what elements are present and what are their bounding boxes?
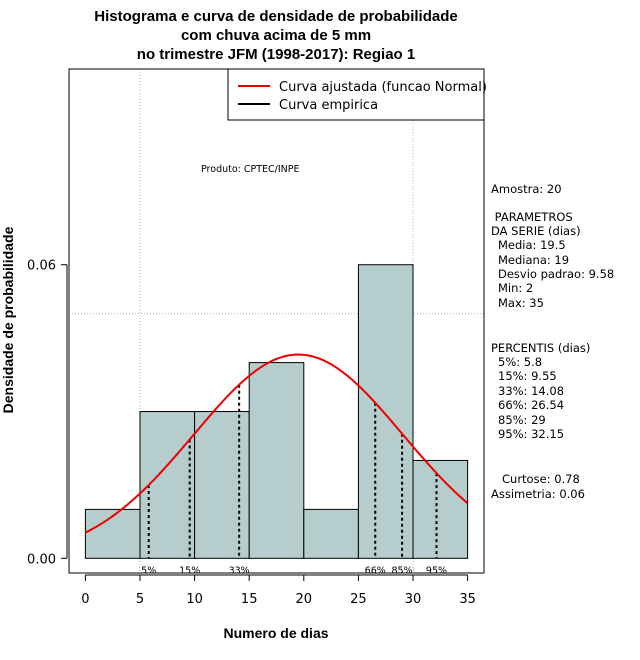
legend: Curva ajustada (funcao Normal) Curva emp… xyxy=(227,68,487,121)
x-tick-label: 30 xyxy=(405,592,422,607)
x-axis-label: Numero de dias xyxy=(223,625,328,641)
x-tick-label: 5 xyxy=(136,592,144,607)
percentile-lines xyxy=(147,384,438,559)
percentis-title: PERCENTIS (dias) xyxy=(491,341,590,355)
histogram-bar xyxy=(357,264,414,559)
statistics-panel: Amostra: 20 PARAMETROS DA SERIE (dias) M… xyxy=(491,182,614,501)
params-title-2: DA SERIE (dias) xyxy=(491,224,581,238)
histogram-bar xyxy=(84,508,141,559)
percentile-labels: 5% 15% 33% 66% 85% 95% xyxy=(141,565,447,576)
percentile-label: 33% xyxy=(229,565,250,576)
percentil-66: 66%: 26.54 xyxy=(498,398,564,412)
percentil-95: 95%: 32.15 xyxy=(498,427,564,441)
param-mediana: Mediana: 19 xyxy=(498,253,569,267)
legend-label-normal: Curva ajustada (funcao Normal) xyxy=(279,80,487,95)
percentil-5: 5%: 5.8 xyxy=(498,355,542,369)
legend-box xyxy=(227,68,485,121)
title-line-3: no trimestre JFM (1998-2017): Regiao 1 xyxy=(137,46,415,63)
product-annotation: Produto: CPTEC/INPE xyxy=(201,164,300,175)
param-min: Min: 2 xyxy=(498,281,533,295)
title-line-1: Histograma e curva de densidade de proba… xyxy=(94,8,457,25)
y-axis-label: Densidade de probabilidade xyxy=(0,226,16,413)
y-axis: 0.00 0.06 xyxy=(27,259,68,567)
histogram-bar xyxy=(412,459,469,559)
percentil-15: 15%: 9.55 xyxy=(498,369,557,383)
normal-curve xyxy=(84,353,469,534)
x-tick-label: 35 xyxy=(459,592,476,607)
percentile-label: 66% xyxy=(365,565,386,576)
param-desvio: Desvio padrao: 9.58 xyxy=(498,267,614,281)
percentile-label: 15% xyxy=(179,565,200,576)
x-tick-label: 20 xyxy=(296,592,313,607)
percentil-33: 33%: 14.08 xyxy=(498,384,564,398)
percentile-label: 95% xyxy=(426,565,447,576)
sample-size: Amostra: 20 xyxy=(491,182,562,196)
histogram-bar xyxy=(248,362,305,559)
params-title-1: PARAMETROS xyxy=(491,210,573,224)
x-tick-label: 25 xyxy=(350,592,367,607)
title-line-2: com chuva acima de 5 mm xyxy=(181,27,371,44)
y-tick-label: 0.06 xyxy=(27,259,56,274)
histogram-bars xyxy=(84,264,469,559)
histogram-bar xyxy=(303,508,359,559)
x-tick-label: 10 xyxy=(186,592,203,607)
x-tick-label: 0 xyxy=(81,592,89,607)
y-tick-label: 0.00 xyxy=(27,552,56,567)
normal-curve-path xyxy=(84,353,469,534)
x-axis: 0 5 10 15 20 25 30 35 xyxy=(81,574,476,607)
percentil-85: 85%: 29 xyxy=(498,413,546,427)
chart-title: Histograma e curva de densidade de proba… xyxy=(94,8,457,63)
stat-assimetria: Assimetria: 0.06 xyxy=(491,487,585,501)
stat-curtose: Curtose: 0.78 xyxy=(502,472,580,486)
param-max: Max: 35 xyxy=(498,296,544,310)
param-media: Media: 19.5 xyxy=(498,238,566,252)
x-tick-label: 15 xyxy=(241,592,258,607)
percentile-label: 5% xyxy=(141,565,156,576)
legend-label-empirical: Curva empirica xyxy=(279,98,378,113)
histogram-bar xyxy=(194,411,250,559)
percentile-label: 85% xyxy=(392,565,413,576)
